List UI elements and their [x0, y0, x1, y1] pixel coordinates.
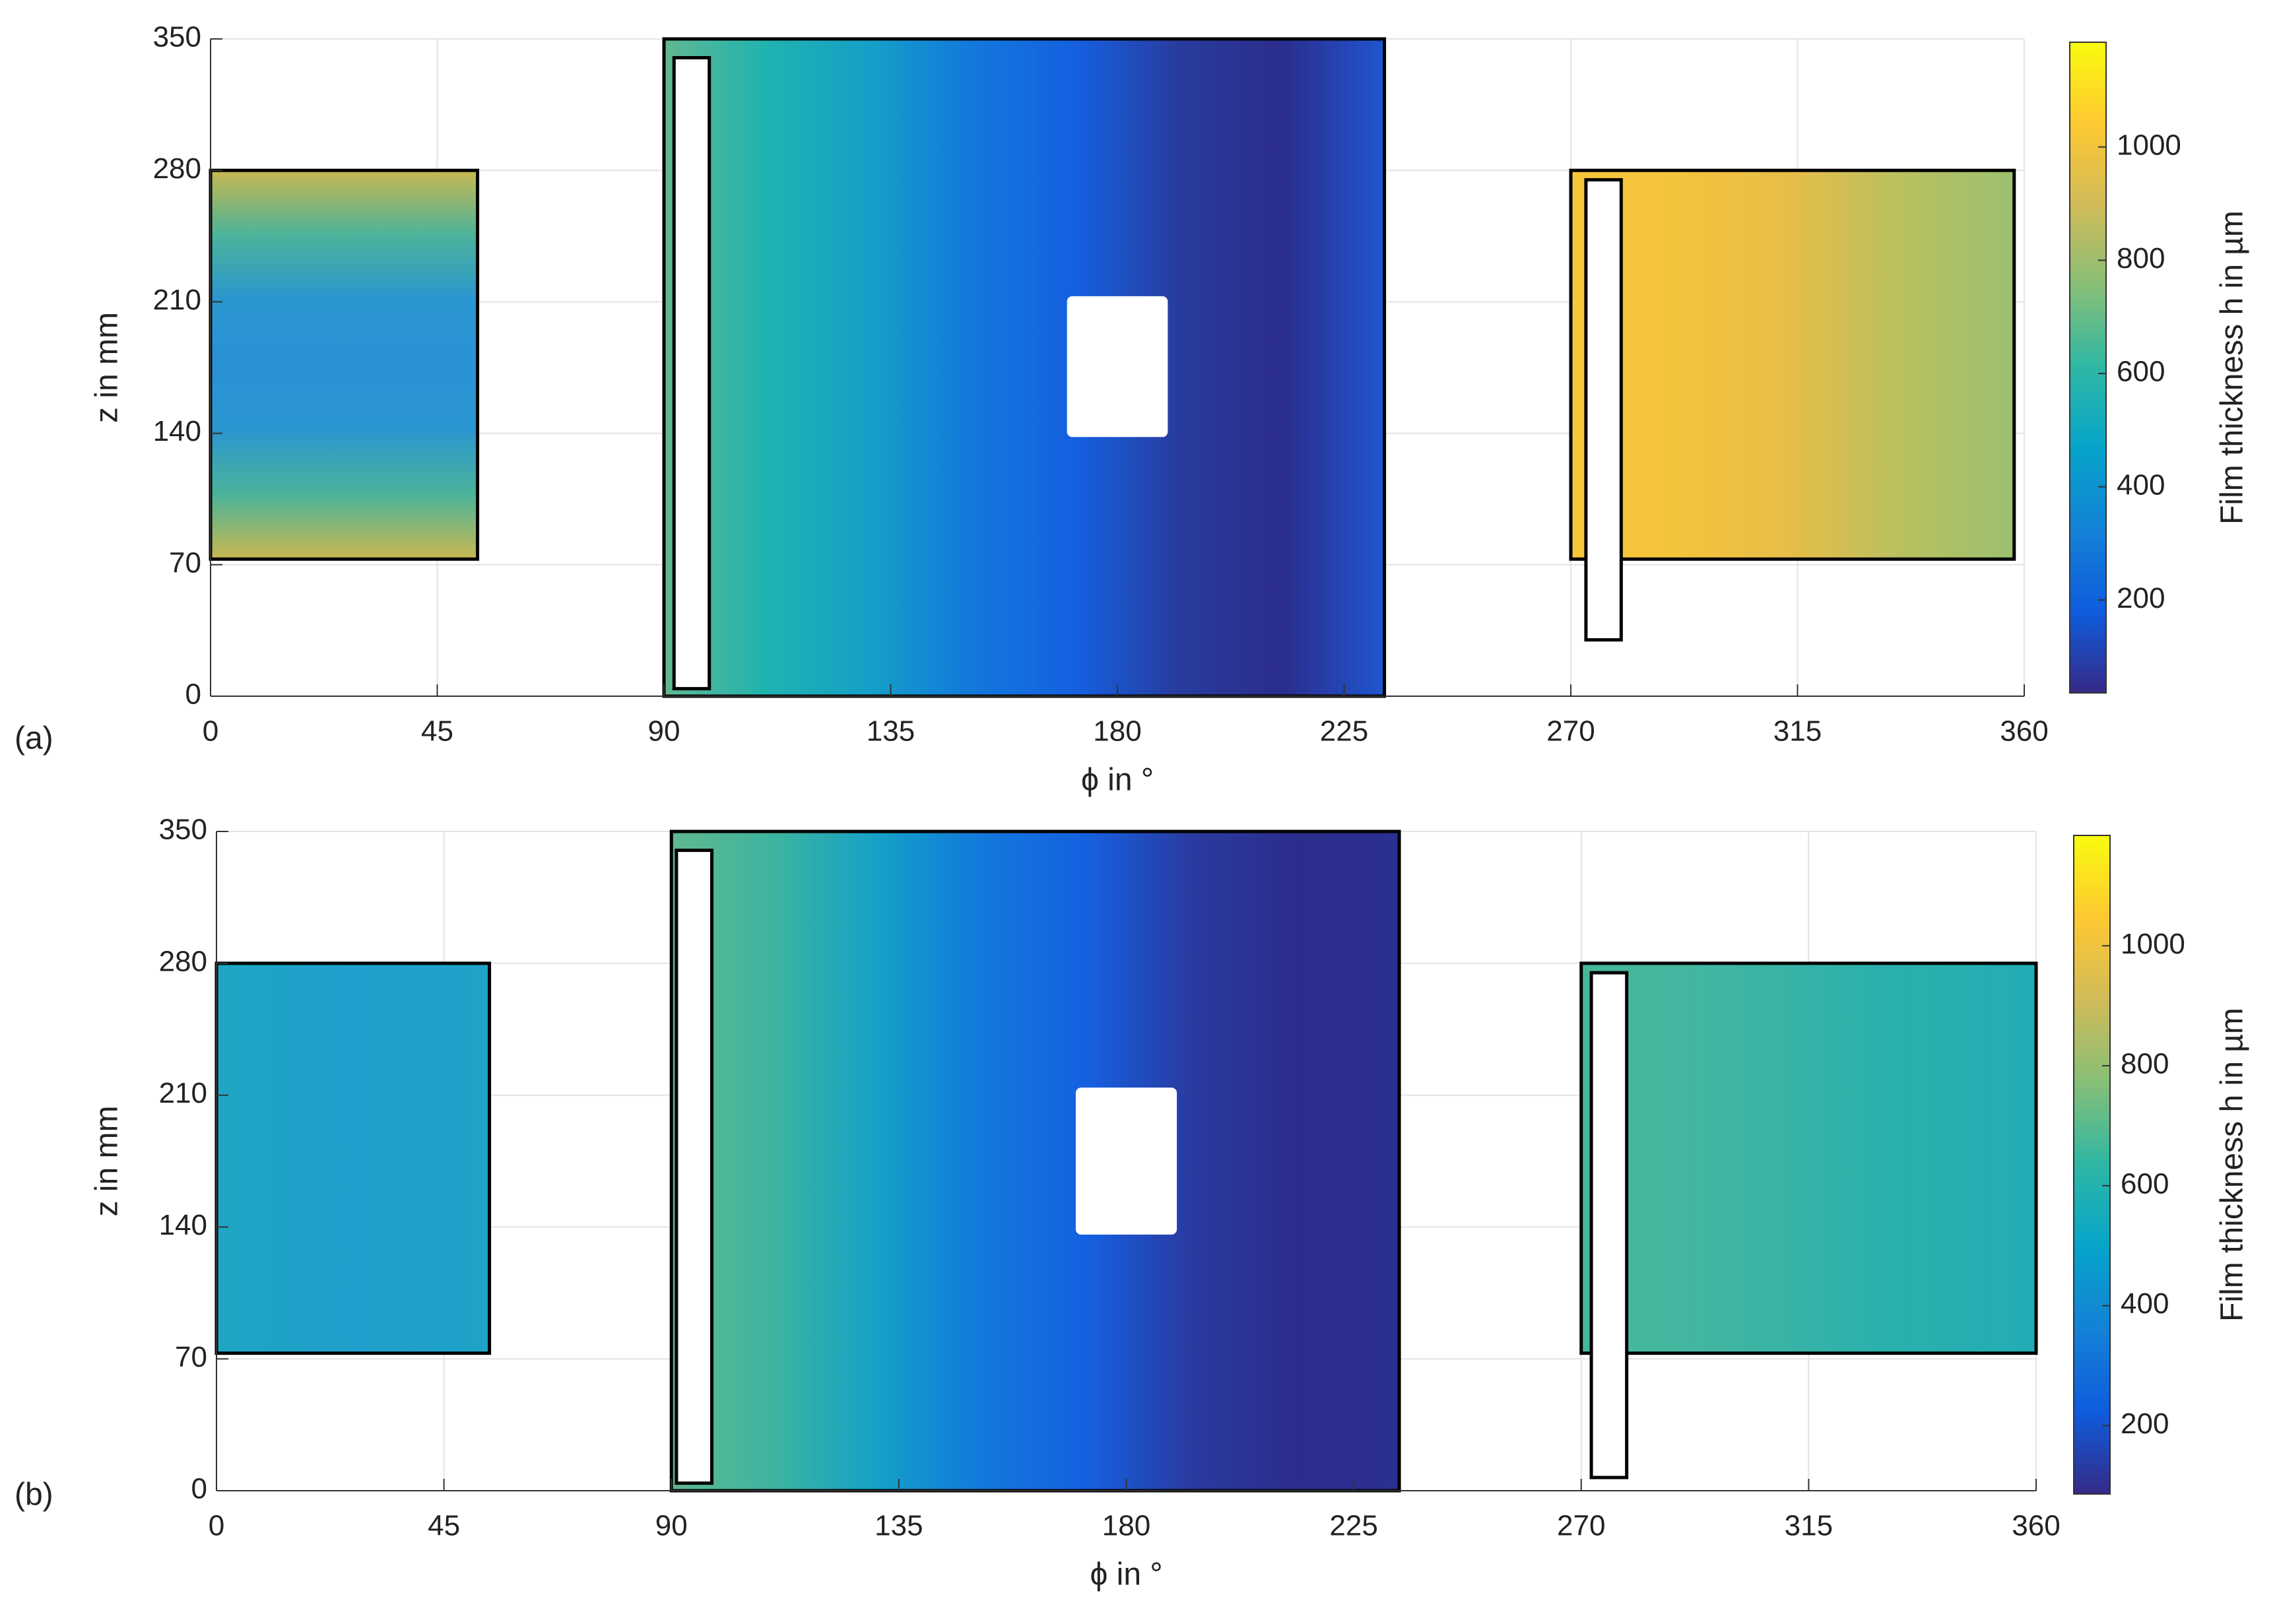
colorbar-tick-label: 400: [2117, 469, 2165, 501]
x-tick-label: 180: [1093, 715, 1141, 748]
slot: [672, 55, 711, 691]
y-tick-label: 350: [159, 814, 207, 846]
hole: [1075, 1088, 1177, 1235]
slot: [1584, 178, 1623, 642]
y-tick-label: 70: [175, 1341, 207, 1373]
x-tick-label: 225: [1320, 715, 1368, 748]
colorbar-tick-label: 600: [2117, 356, 2165, 388]
film-region: [209, 168, 480, 561]
film-region: [669, 829, 1401, 1493]
x-tick-label: 0: [203, 715, 218, 748]
y-tick-label: 0: [185, 678, 201, 711]
film-region: [215, 961, 492, 1355]
colorbar-tick-label: 200: [2121, 1408, 2169, 1440]
panel-label: (a): [15, 721, 53, 756]
colorbar-tick-label: 200: [2117, 582, 2165, 614]
colorbar-tick-label: 600: [2121, 1167, 2169, 1200]
hole: [1067, 296, 1168, 438]
colorbar-tick-label: 1000: [2121, 928, 2185, 960]
y-tick-label: 350: [153, 21, 201, 53]
x-tick-label: 360: [2012, 1510, 2060, 1542]
y-tick-label: 210: [159, 1077, 207, 1109]
film-region: [1569, 168, 2016, 561]
slot: [675, 849, 714, 1485]
film-region: [662, 37, 1387, 698]
y-tick-label: 140: [153, 415, 201, 447]
y-tick-label: 280: [153, 152, 201, 185]
y-tick-label: 210: [153, 284, 201, 316]
panel-label: (b): [15, 1478, 53, 1512]
colorbar-tick-label: 1000: [2117, 129, 2181, 161]
colorbar-label: Film thickness h in µm: [2215, 1008, 2250, 1322]
x-axis-label: ϕ in °: [1081, 763, 1154, 798]
x-tick-label: 90: [655, 1510, 688, 1542]
colorbar-label: Film thickness h in µm: [2215, 211, 2250, 525]
x-tick-label: 135: [875, 1510, 923, 1542]
y-tick-label: 280: [159, 945, 207, 977]
x-tick-label: 360: [2000, 715, 2048, 748]
x-axis-label: ϕ in °: [1090, 1557, 1162, 1592]
x-tick-label: 45: [428, 1510, 460, 1542]
y-tick-label: 140: [159, 1209, 207, 1241]
x-tick-label: 270: [1546, 715, 1595, 748]
x-tick-label: 225: [1329, 1510, 1377, 1542]
colorbar: [2073, 835, 2111, 1495]
x-tick-label: 315: [1773, 715, 1822, 748]
y-tick-label: 0: [191, 1473, 207, 1505]
colorbar-tick-label: 800: [2121, 1048, 2169, 1080]
x-tick-label: 180: [1102, 1510, 1150, 1542]
x-tick-label: 270: [1557, 1510, 1605, 1542]
x-tick-label: 90: [648, 715, 680, 748]
y-tick-label: 70: [169, 546, 201, 579]
colorbar-tick-label: 400: [2121, 1287, 2169, 1320]
colorbar: [2069, 42, 2107, 694]
x-tick-label: 315: [1785, 1510, 1833, 1542]
film-region: [1579, 961, 2038, 1355]
x-tick-label: 0: [209, 1510, 224, 1542]
y-axis-label: z in mm: [90, 1106, 125, 1217]
y-axis-label: z in mm: [90, 312, 125, 423]
colorbar-tick-label: 800: [2117, 242, 2165, 275]
x-tick-label: 45: [421, 715, 453, 748]
slot: [1589, 971, 1629, 1479]
x-tick-label: 135: [867, 715, 915, 748]
